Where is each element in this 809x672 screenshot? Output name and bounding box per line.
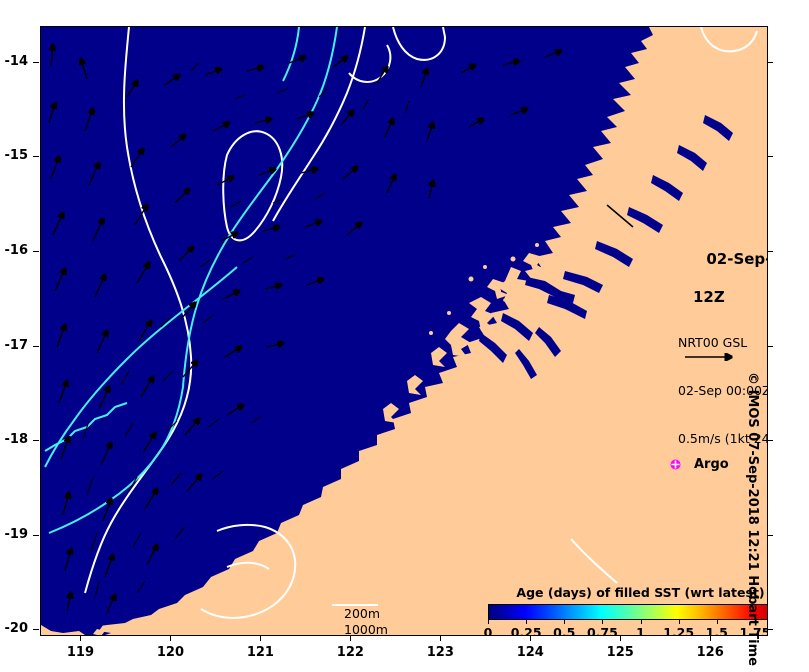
- x-tick-label: 122: [336, 645, 364, 660]
- current-legend: NRT00 GSL 02-Sep 00:00Z 0.5m/s (1kt 24h): [678, 303, 768, 479]
- y-tick: [33, 251, 39, 253]
- y-tick-label: -14: [4, 53, 29, 69]
- x-tick-label: 125: [606, 645, 634, 660]
- colorbar-title: Age (days) of filled SST (wrt latest): [516, 585, 765, 600]
- y-tick: [33, 440, 39, 442]
- colorbar-tick-label: 0.75: [586, 625, 618, 636]
- x-tick-label: 124: [516, 645, 544, 660]
- x-tick: [620, 635, 622, 641]
- colorbar-group: Age (days) of filled SST (wrt latest) 0 0…: [484, 585, 768, 636]
- y-tick-right: [767, 629, 773, 631]
- x-tick: [710, 635, 712, 641]
- current-legend-scale: 0.5m/s (1kt 24h): [678, 431, 767, 446]
- x-tick-label: 119: [66, 645, 95, 660]
- isobath-200m: [84, 27, 758, 619]
- y-tick-label: -19: [4, 526, 29, 542]
- isobath-200m-swatch: [332, 604, 378, 606]
- estuaries: [479, 115, 733, 379]
- x-tick-label: 126: [696, 645, 724, 660]
- argo-float-icon[interactable]: [670, 459, 681, 470]
- colorbar-tick: [754, 620, 756, 624]
- y-tick-label: -16: [4, 243, 29, 259]
- current-legend-time: 02-Sep 00:00Z: [678, 383, 768, 398]
- x-tick: [80, 635, 82, 641]
- map-canvas: [41, 27, 767, 635]
- y-tick-right: [767, 440, 773, 442]
- colorbar-tick: [716, 620, 718, 624]
- x-tick: [530, 635, 532, 641]
- colorbar-tick-label: 1: [636, 625, 645, 636]
- y-tick-label: -15: [4, 148, 29, 164]
- argo-float-label: Argo: [694, 457, 729, 472]
- x-tick: [170, 635, 172, 641]
- colorbar-tick: [678, 620, 680, 624]
- y-tick: [33, 629, 39, 631]
- copyright-notice: © IMOS 07-Sep-2018 12:21 Hobart Time: [745, 372, 761, 666]
- colorbar-tick: [602, 620, 604, 624]
- colorbar-tick: [488, 620, 489, 624]
- y-tick: [33, 61, 39, 63]
- depth-legend: 200m 1000m: [344, 606, 388, 636]
- southwest-coast: [41, 625, 111, 635]
- colorbar-tick-label: 1.75: [739, 625, 768, 636]
- map-plot-area[interactable]: 02-Sep-2018 12Z NRT00 GSL 02-Sep 00:00Z …: [40, 26, 768, 636]
- x-tick: [260, 635, 262, 641]
- y-tick: [33, 156, 39, 158]
- colorbar-tick-label: 0.5: [553, 625, 576, 636]
- date-label-leader-line: [606, 204, 634, 228]
- x-tick: [350, 635, 352, 641]
- current-vectors: [48, 45, 561, 614]
- islands: [429, 69, 739, 335]
- colorbar-ticks: [488, 620, 767, 625]
- y-tick-right: [767, 534, 773, 536]
- x-tick-label: 120: [156, 645, 184, 660]
- y-tick: [33, 534, 39, 536]
- colorbar-tick-label: 1.5: [705, 625, 728, 636]
- depth-legend-200m: 200m: [344, 606, 381, 621]
- timestamp-annotation: 02-Sep-2018 12Z: [675, 231, 767, 345]
- y-tick-right: [767, 251, 773, 253]
- y-tick-label: -17: [4, 337, 29, 353]
- current-legend-model: NRT00 GSL: [678, 335, 748, 350]
- colorbar-tick-label: 0: [483, 625, 493, 636]
- y-tick-right: [767, 345, 773, 347]
- colorbar-tick-label: 0.25: [510, 625, 542, 636]
- map-graphic: [41, 27, 767, 635]
- timestamp-hour: 12Z: [693, 288, 725, 306]
- colorbar-tick: [526, 620, 528, 624]
- x-tick-label: 121: [246, 645, 274, 660]
- y-tick: [33, 345, 39, 347]
- isobath-1000m: [44, 27, 338, 534]
- timestamp-date: 02-Sep-2018: [706, 250, 767, 268]
- y-tick-label: -20: [4, 621, 29, 637]
- y-tick-right: [767, 61, 773, 63]
- x-tick-label: 123: [426, 645, 454, 660]
- colorbar-gradient: [488, 604, 767, 620]
- y-tick-right: [767, 156, 773, 158]
- depth-legend-1000m: 1000m: [344, 622, 388, 636]
- y-tick-label: -18: [4, 432, 29, 448]
- colorbar-tick: [564, 620, 566, 624]
- colorbar-tick-label: 1.25: [663, 625, 695, 636]
- x-tick: [440, 635, 442, 641]
- ocean-region: [41, 27, 653, 628]
- colorbar-tick: [640, 620, 642, 624]
- southwest-islets: [93, 603, 227, 635]
